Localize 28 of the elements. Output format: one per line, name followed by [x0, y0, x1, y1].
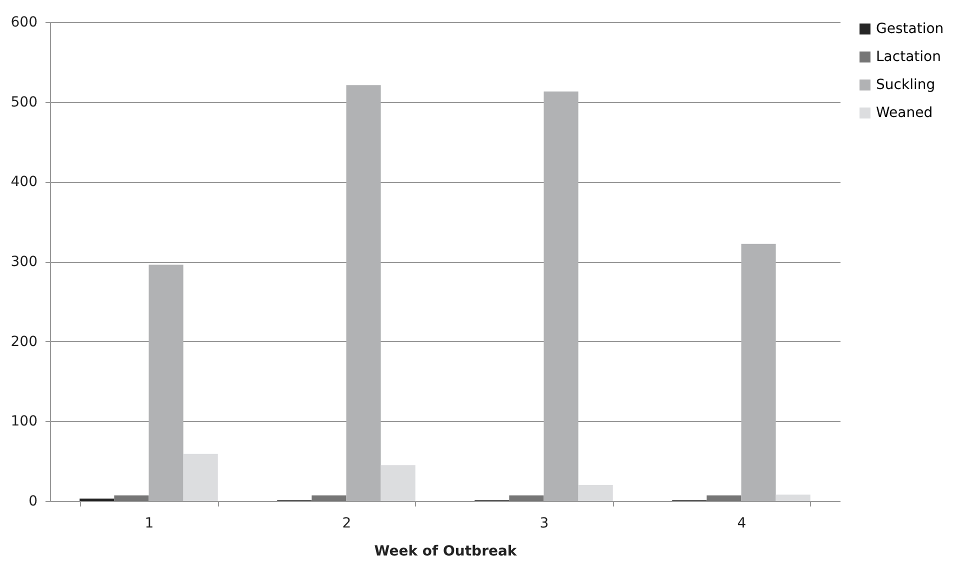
x-tick-label: 3	[540, 516, 549, 532]
bar	[741, 244, 776, 501]
y-tick-label: 0	[28, 494, 38, 510]
bar	[544, 91, 578, 501]
legend-label: Suckling	[876, 77, 936, 93]
y-tick-label: 200	[10, 334, 38, 350]
x-tick-label: 2	[342, 516, 352, 532]
x-tick-label: 1	[144, 516, 154, 532]
bar	[380, 465, 416, 501]
y-tick-label: 100	[10, 414, 38, 430]
bar	[183, 454, 218, 501]
y-tick-label: 400	[10, 174, 38, 190]
bar	[312, 495, 346, 501]
bar	[578, 485, 613, 501]
legend-label: Gestation	[876, 21, 944, 37]
bar	[114, 495, 149, 501]
y-tick-label: 600	[10, 14, 38, 30]
bar	[346, 85, 381, 501]
legend-label: Weaned	[876, 105, 933, 121]
bar	[509, 495, 544, 501]
bar	[148, 264, 184, 501]
x-tick-label: 4	[737, 516, 746, 532]
y-tick-label: 300	[10, 254, 38, 270]
y-tick-label: 500	[10, 94, 38, 110]
bar	[776, 494, 810, 501]
bar	[706, 495, 742, 501]
legend-label: Lactation	[876, 49, 941, 65]
x-axis-title: Week of Outbreak	[374, 544, 518, 560]
